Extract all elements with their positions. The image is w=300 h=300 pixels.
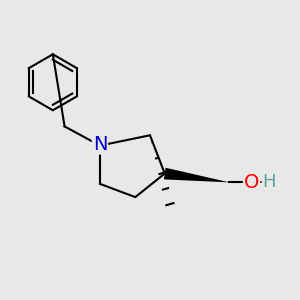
Text: N: N [93, 135, 107, 154]
Text: H: H [262, 173, 276, 191]
Text: O: O [244, 173, 259, 192]
Polygon shape [164, 168, 230, 182]
